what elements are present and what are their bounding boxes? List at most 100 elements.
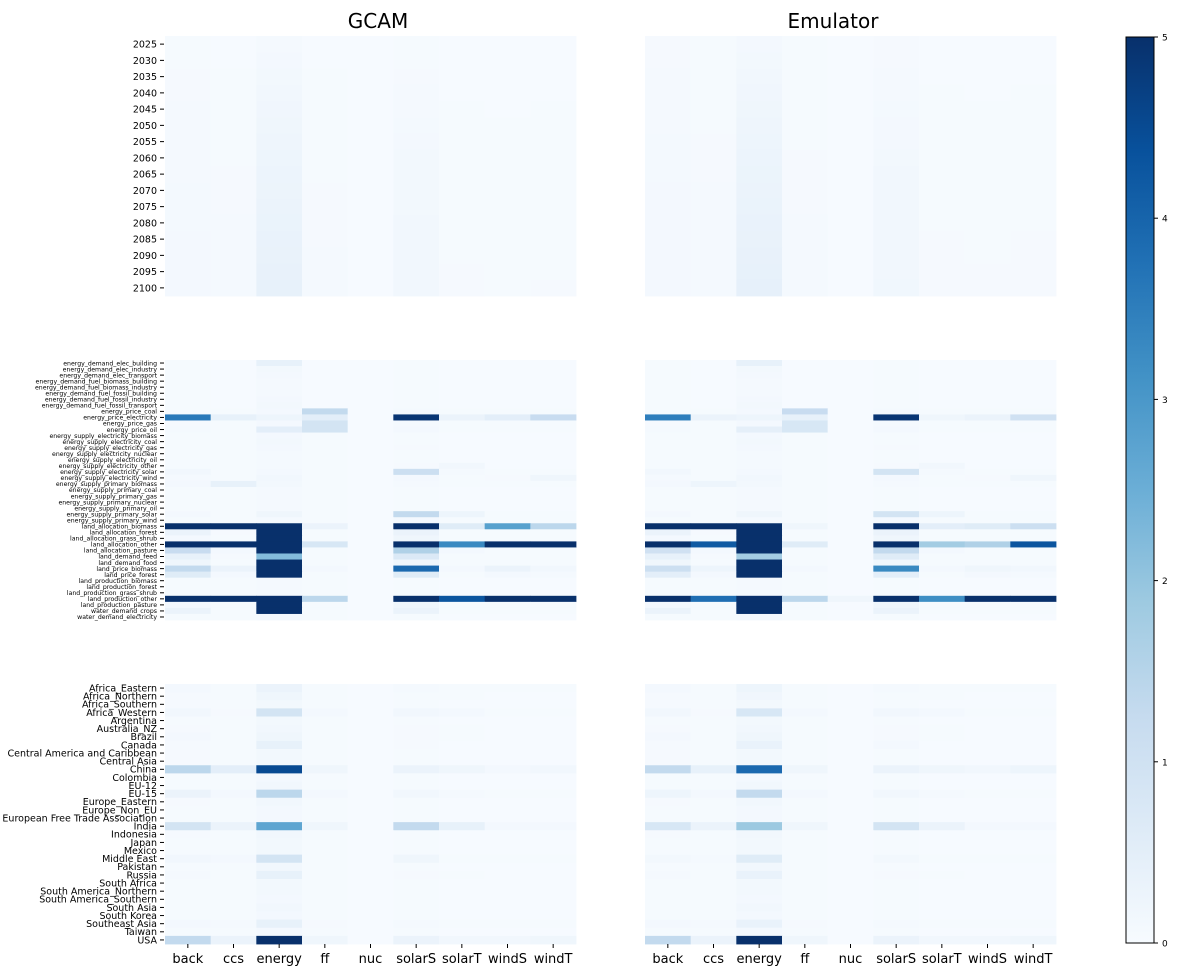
heatmap-cell <box>736 247 783 264</box>
heatmap-cell <box>873 919 920 929</box>
heatmap-cell <box>165 456 212 464</box>
heatmap-cell <box>964 517 1011 524</box>
heatmap-cell <box>873 366 920 373</box>
heatmap-cell <box>302 565 349 573</box>
heatmap-cell <box>484 529 531 536</box>
heatmap-cell <box>530 895 577 904</box>
heatmap-cell <box>964 523 1011 530</box>
heatmap-cell <box>1010 444 1057 452</box>
heatmap-cell <box>165 805 212 815</box>
heatmap-cell <box>347 198 394 216</box>
heatmap-cell <box>165 814 212 823</box>
y-tick-label-south-america-northern: South America_Northern <box>40 887 157 898</box>
heatmap-cell <box>347 830 394 839</box>
heatmap-cell <box>256 68 303 86</box>
heatmap-cell <box>645 773 692 782</box>
heatmap-cell <box>782 773 829 782</box>
heatmap-cell <box>1010 895 1057 904</box>
heatmap-cell <box>302 740 349 750</box>
heatmap-cell <box>393 935 440 945</box>
heatmap-cell <box>919 438 966 446</box>
heatmap-cell <box>827 887 874 896</box>
heatmap-cell <box>393 517 440 524</box>
heatmap-cell <box>256 789 303 799</box>
heatmap-cell <box>530 378 577 385</box>
heatmap-cell <box>484 493 531 500</box>
heatmap-cell <box>210 414 257 421</box>
heatmap-cell <box>530 838 577 847</box>
heatmap-cell <box>873 830 920 839</box>
heatmap-cell <box>827 541 874 548</box>
heatmap-cell <box>210 846 257 856</box>
heatmap-cell <box>736 408 783 415</box>
heatmap-cell <box>919 740 966 750</box>
heatmap-cell <box>690 692 737 701</box>
heatmap-cell <box>827 468 874 476</box>
heatmap-cell <box>347 814 394 823</box>
heatmap-cell <box>645 247 692 264</box>
heatmap-cell <box>302 247 349 264</box>
heatmap-cell <box>964 903 1011 912</box>
heatmap-cell <box>302 432 349 440</box>
heatmap-cell <box>919 263 966 281</box>
heatmap-cell <box>873 438 920 446</box>
heatmap-cell <box>827 595 874 603</box>
y-tick-label-energy-supply-primary-biomass: energy_supply_primary_biomass <box>56 481 157 488</box>
heatmap-cell <box>439 474 486 482</box>
heatmap-cell <box>782 553 829 560</box>
heatmap-cell <box>873 166 920 183</box>
heatmap-cell <box>645 870 692 880</box>
y-tick-label-usa: USA <box>137 935 157 946</box>
heatmap-cell <box>302 529 349 536</box>
heatmap-cell <box>1010 462 1057 470</box>
heatmap-cell <box>690 535 737 542</box>
heatmap-cell <box>873 708 920 717</box>
heatmap-cell <box>827 360 874 367</box>
heatmap-cell <box>210 231 257 248</box>
heatmap-cell <box>645 426 692 433</box>
heatmap-cell <box>165 444 212 452</box>
heatmap-cell <box>165 378 212 385</box>
heatmap-cell <box>919 133 966 151</box>
heatmap-cell <box>873 684 920 693</box>
heatmap-cell <box>439 414 486 421</box>
heatmap-cell <box>302 366 349 373</box>
heatmap-cell <box>165 927 212 937</box>
heatmap-cell <box>964 360 1011 367</box>
heatmap-cell <box>256 903 303 912</box>
heatmap-cell <box>919 559 966 566</box>
heatmap-cell <box>736 773 783 782</box>
heatmap-cell <box>690 895 737 904</box>
heatmap-cell <box>439 133 486 151</box>
heatmap-cell <box>530 231 577 248</box>
heatmap-cell <box>736 547 783 554</box>
heatmap-cell <box>165 182 212 199</box>
heatmap-cell <box>645 438 692 446</box>
heatmap-cell <box>645 838 692 847</box>
heatmap-cell <box>393 919 440 929</box>
heatmap-cell <box>302 846 349 856</box>
heatmap-cell <box>439 773 486 782</box>
heatmap-cell <box>690 571 737 579</box>
heatmap-cell <box>530 462 577 470</box>
heatmap-cell <box>210 214 257 232</box>
heatmap-cell <box>484 372 531 379</box>
heatmap-cell <box>919 903 966 912</box>
heatmap-cell <box>827 166 874 183</box>
heatmap-cell <box>690 822 737 831</box>
heatmap-cell <box>645 474 692 482</box>
heatmap-cell <box>782 450 829 458</box>
heatmap-cell <box>484 887 531 896</box>
heatmap-cell <box>1010 432 1057 440</box>
heatmap-cell <box>302 52 349 69</box>
y-tick-label-2050: 2050 <box>133 121 157 132</box>
heatmap-cell <box>210 589 257 597</box>
heatmap-cell <box>1010 378 1057 385</box>
heatmap-cell <box>782 366 829 373</box>
colorbar-tick-label: 5 <box>1162 34 1168 44</box>
heatmap-cell <box>782 601 829 609</box>
heatmap-cell <box>393 214 440 232</box>
heatmap-cell <box>827 149 874 167</box>
heatmap-cell <box>302 166 349 183</box>
heatmap-cell <box>1010 838 1057 847</box>
